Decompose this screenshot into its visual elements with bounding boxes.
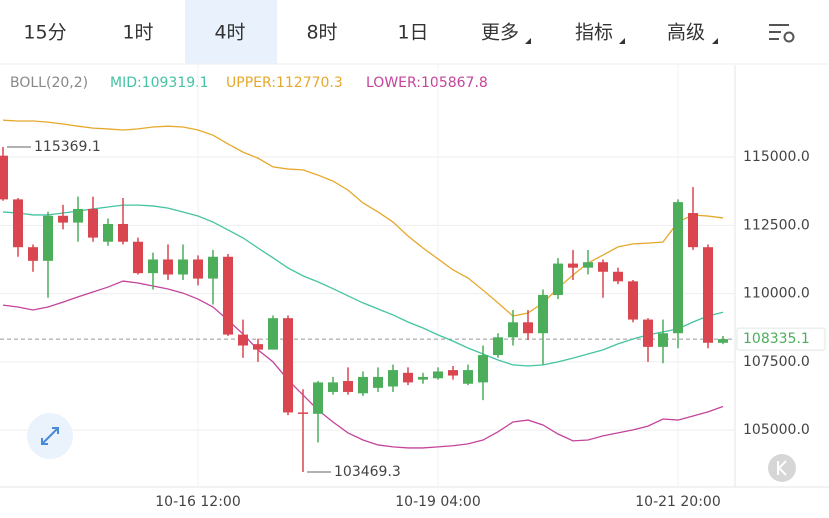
current-price-box <box>736 327 826 351</box>
boll-line <box>2 119 724 317</box>
indicator-label: BOLL(20,2) <box>10 75 88 91</box>
candle-body <box>403 372 413 383</box>
legend-entry: LOWER:105867.8 <box>366 75 488 91</box>
candle-body <box>538 294 548 334</box>
candle-body <box>163 259 173 275</box>
candle-body <box>463 370 473 384</box>
tab[interactable]: 1日 <box>397 22 428 44</box>
candle-body <box>718 339 728 343</box>
candle-body <box>148 259 158 274</box>
candle-body <box>28 247 38 261</box>
candle-body <box>688 213 698 248</box>
plot <box>0 65 735 487</box>
boll-line <box>2 280 724 449</box>
low-label: 103469.3 <box>334 464 401 480</box>
expand-button[interactable] <box>27 413 73 459</box>
candle-body <box>0 155 8 200</box>
candle-body <box>328 382 338 392</box>
candle-body <box>253 344 263 350</box>
candle-body <box>208 256 218 279</box>
active-tab-bg <box>185 0 277 64</box>
dropdown-arrow <box>619 38 625 44</box>
k-button[interactable] <box>768 454 796 482</box>
candle-body <box>193 259 203 279</box>
legend: BOLL(20,2) MID:109319.1 UPPER:112770.3 LOWE… <box>10 75 488 91</box>
candle-body <box>268 318 278 350</box>
tab[interactable]: 4时 <box>214 22 245 44</box>
candle-body <box>58 215 68 223</box>
legend-entry: MID:109319.1 <box>110 75 209 91</box>
candle-body <box>493 337 503 356</box>
tab-bar: 15分 1时 4时 8时 1日 更多 指标 高级 <box>23 22 705 44</box>
candle-body <box>658 333 668 347</box>
candle-body <box>43 215 53 261</box>
candle-body <box>358 376 368 394</box>
candle-body <box>118 223 128 242</box>
settings-icon[interactable] <box>769 24 795 43</box>
candle-body <box>673 202 683 334</box>
candle-body <box>103 223 113 242</box>
candle-body <box>13 199 23 248</box>
y-tick-label: 110000.0 <box>743 286 810 302</box>
tab[interactable]: 8时 <box>306 22 337 44</box>
tab[interactable]: 更多 <box>481 22 519 44</box>
candle-body <box>643 319 653 347</box>
legend-entry: UPPER:112770.3 <box>226 75 343 91</box>
candle-body <box>343 381 353 392</box>
high-label: 115369.1 <box>34 139 101 155</box>
candle-body <box>523 322 533 334</box>
x-tick-label: 10-21 20:00 <box>635 494 720 510</box>
candle-body <box>448 370 458 376</box>
candle-body <box>598 262 608 272</box>
candle-body <box>418 376 428 380</box>
y-tick-label: 112500.0 <box>743 217 810 233</box>
current-price-label: 108335.1 <box>743 331 810 347</box>
candle-body <box>133 241 143 274</box>
tab[interactable]: 高级 <box>667 22 705 44</box>
candle-body <box>628 281 638 320</box>
y-tick-label: 105000.0 <box>743 422 810 438</box>
candle-body <box>553 263 563 295</box>
candle-body <box>298 412 308 414</box>
candle-body <box>73 208 83 223</box>
candle-body <box>568 263 578 268</box>
candle-body <box>223 256 233 335</box>
y-tick-label: 107500.0 <box>743 354 810 370</box>
tab[interactable]: 指标 <box>575 22 613 44</box>
y-tick-label: 115000.0 <box>743 149 810 165</box>
candle-body <box>178 259 188 275</box>
candle-body <box>583 262 593 268</box>
candle-body <box>433 371 443 379</box>
dropdown-arrow <box>525 38 531 44</box>
candle-body <box>703 247 713 343</box>
candle-body <box>508 322 518 338</box>
candle-body <box>613 271 623 282</box>
candle-body <box>238 334 248 346</box>
tab[interactable]: 1时 <box>122 22 153 44</box>
x-tick-label: 10-16 12:00 <box>155 494 240 510</box>
candle-body <box>478 355 488 383</box>
candle-body <box>388 370 398 387</box>
dropdown-arrow <box>712 38 718 44</box>
candle-body <box>313 382 323 414</box>
candle-body <box>88 208 98 238</box>
candle-body <box>283 318 293 413</box>
candle-body <box>373 376 383 388</box>
x-tick-label: 10-19 04:00 <box>395 494 480 510</box>
tab[interactable]: 15分 <box>23 22 66 44</box>
